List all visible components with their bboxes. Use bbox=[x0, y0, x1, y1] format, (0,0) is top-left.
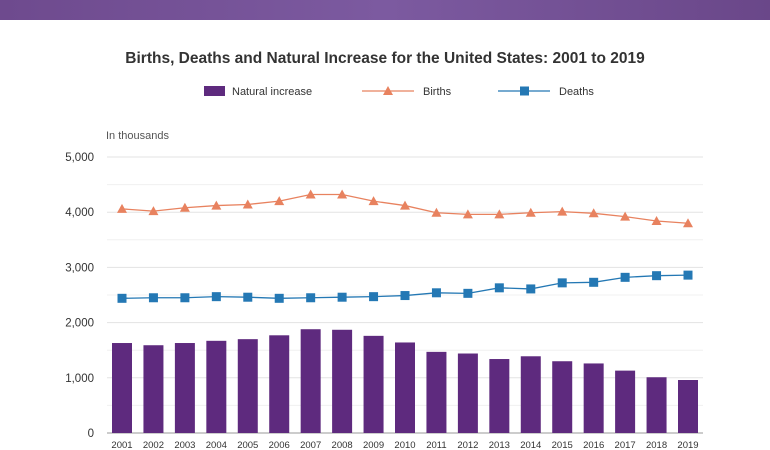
bar-natural-increase bbox=[552, 361, 573, 433]
point-deaths bbox=[620, 272, 630, 282]
bar-natural-increase bbox=[489, 359, 510, 433]
point-deaths bbox=[180, 293, 190, 303]
point-deaths bbox=[243, 292, 253, 302]
point-deaths bbox=[148, 293, 158, 303]
point-births bbox=[179, 202, 190, 212]
point-deaths bbox=[463, 288, 473, 298]
x-tick-label: 2005 bbox=[237, 440, 258, 450]
bar-natural-increase bbox=[520, 356, 541, 433]
bar-natural-increase bbox=[426, 351, 447, 433]
point-deaths bbox=[211, 292, 221, 302]
y-tick-label: 2,000 bbox=[65, 318, 94, 330]
bar-natural-increase bbox=[206, 340, 227, 433]
point-deaths bbox=[589, 277, 599, 287]
y-tick-label: 5,000 bbox=[65, 152, 94, 164]
point-deaths bbox=[274, 293, 284, 303]
point-births bbox=[431, 207, 442, 217]
x-tick-label: 2004 bbox=[206, 440, 227, 450]
bar-natural-increase bbox=[583, 363, 604, 433]
x-tick-label: 2002 bbox=[143, 440, 164, 450]
point-births bbox=[305, 189, 316, 199]
y-axis-label: In thousands bbox=[106, 130, 169, 142]
x-tick-label: 2001 bbox=[111, 440, 132, 450]
bar-natural-increase bbox=[646, 377, 667, 433]
bar-natural-increase bbox=[457, 353, 478, 433]
x-tick-label: 2015 bbox=[552, 440, 573, 450]
x-tick-label: 2013 bbox=[489, 440, 510, 450]
point-deaths bbox=[431, 288, 441, 298]
bar-natural-increase bbox=[143, 345, 164, 433]
point-deaths bbox=[337, 292, 347, 302]
point-births bbox=[494, 209, 505, 219]
x-tick-label: 2018 bbox=[646, 440, 667, 450]
point-births bbox=[620, 211, 631, 221]
point-deaths bbox=[369, 292, 379, 302]
y-tick-label: 4,000 bbox=[65, 207, 94, 219]
point-births bbox=[683, 218, 693, 228]
x-tick-label: 2010 bbox=[394, 440, 415, 450]
y-tick-label: 3,000 bbox=[65, 262, 94, 274]
point-births bbox=[557, 206, 568, 216]
point-deaths bbox=[526, 284, 536, 294]
x-tick-label: 2014 bbox=[520, 440, 541, 450]
point-births bbox=[400, 200, 410, 210]
x-tick-label: 2008 bbox=[332, 440, 353, 450]
point-deaths bbox=[400, 291, 410, 301]
point-births bbox=[368, 196, 379, 206]
bar-series bbox=[112, 329, 698, 433]
legend-label-natural-increase: Natural increase bbox=[232, 86, 312, 98]
point-deaths bbox=[306, 293, 316, 303]
bar-natural-increase bbox=[300, 329, 321, 433]
bar-natural-increase bbox=[678, 380, 698, 433]
header-banner bbox=[0, 0, 770, 20]
bar-natural-increase bbox=[237, 339, 258, 433]
bar-natural-increase bbox=[332, 329, 353, 433]
point-births bbox=[588, 208, 599, 218]
x-tick-label: 2019 bbox=[677, 440, 698, 450]
point-births bbox=[242, 199, 253, 209]
x-tick-label: 2011 bbox=[426, 440, 446, 450]
legend-marker-births bbox=[383, 86, 393, 95]
y-tick-label: 0 bbox=[88, 428, 94, 440]
y-axis: 0 1,000 2,000 3,000 4,000 5,000 bbox=[65, 152, 94, 440]
bar-natural-increase bbox=[615, 370, 636, 433]
point-births bbox=[211, 200, 222, 210]
bar-natural-increase bbox=[112, 343, 132, 433]
point-births bbox=[462, 209, 473, 219]
point-births bbox=[525, 207, 536, 217]
legend-swatch-natural-increase bbox=[204, 86, 225, 96]
point-deaths bbox=[117, 293, 127, 303]
x-tick-label: 2017 bbox=[615, 440, 636, 450]
x-tick-label: 2016 bbox=[583, 440, 604, 450]
y-tick-label: 1,000 bbox=[65, 373, 94, 385]
point-deaths bbox=[683, 270, 693, 280]
x-tick-label: 2003 bbox=[174, 440, 195, 450]
bar-natural-increase bbox=[174, 343, 195, 433]
point-births bbox=[651, 216, 662, 226]
x-tick-label: 2007 bbox=[300, 440, 321, 450]
legend-marker-deaths bbox=[520, 86, 529, 96]
x-axis: 2001 2002 2003 2004 2005 2006 2007 2008 2009 2010… bbox=[111, 440, 698, 450]
line-series bbox=[117, 189, 693, 303]
point-deaths bbox=[494, 283, 504, 293]
legend-label-deaths: Deaths bbox=[559, 86, 594, 98]
x-tick-label: 2006 bbox=[269, 440, 290, 450]
legend: Natural increase Births Deaths bbox=[204, 86, 594, 98]
point-deaths bbox=[557, 278, 567, 288]
point-births bbox=[117, 203, 127, 213]
point-births bbox=[337, 189, 348, 199]
point-births bbox=[148, 206, 159, 216]
point-births bbox=[274, 196, 285, 206]
bar-natural-increase bbox=[269, 335, 290, 433]
chart-title: Births, Deaths and Natural Increase for … bbox=[125, 50, 645, 67]
legend-label-births: Births bbox=[423, 86, 452, 98]
bar-natural-increase bbox=[363, 335, 384, 433]
x-tick-label: 2012 bbox=[457, 440, 478, 450]
x-tick-label: 2009 bbox=[363, 440, 384, 450]
point-deaths bbox=[652, 271, 662, 281]
bar-natural-increase bbox=[395, 342, 415, 433]
